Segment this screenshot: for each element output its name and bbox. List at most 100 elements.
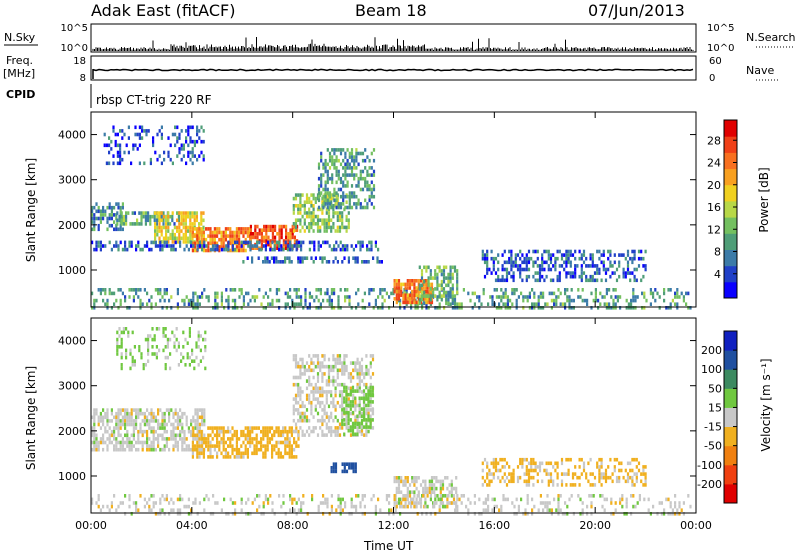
echo-cell [278,494,281,498]
echo-cell [171,214,174,219]
echo-cell [269,302,272,306]
echo-cell [353,158,356,163]
echo-cell [185,161,188,166]
echo-cell [341,361,344,365]
echo-cell [493,288,496,292]
echo-cell [397,476,401,480]
echo-cell [406,486,409,491]
echo-cell [334,462,338,466]
echo-cell [355,155,358,159]
echo-cell [161,437,164,441]
echo-cell [211,455,214,459]
echo-cell [205,248,208,253]
echo-cell [548,508,551,512]
beam-label: Beam 18 [355,1,427,20]
echo-cell [618,260,621,265]
echo-cell [216,451,219,456]
echo-cell [321,222,324,226]
nsearch-tick-bottom: 10^0 [707,43,734,54]
echo-cell [110,247,113,252]
echo-cell [93,444,96,448]
echo-cell [618,253,621,257]
echo-cell [338,433,342,437]
echo-cell [347,421,350,426]
echo-cell [178,211,181,215]
echo-cell [637,264,641,268]
echo-cell [419,279,423,283]
echo-cell [547,483,550,487]
echo-cell [113,433,116,438]
echo-cell [183,504,186,509]
echo-cell [532,475,535,480]
echo-cell [165,236,168,241]
echo-cell [337,497,340,502]
echo-cell [422,286,425,290]
echo-cell [506,295,509,299]
echo-cell [154,302,157,306]
echo-cell [337,158,340,163]
echo-cell [185,447,188,452]
echo-cell [182,355,185,360]
echo-cell [321,196,324,201]
echo-cell [503,278,506,283]
echo-cell [652,295,655,299]
echo-cell [533,295,536,299]
echo-cell [438,302,441,306]
echo-cell [335,205,338,210]
echo-cell [545,249,548,254]
echo-cell [363,504,366,509]
echo-cell [450,490,453,494]
echo-cell [172,433,175,438]
echo-cell [146,429,149,434]
echo-cell [447,297,450,302]
echo-cell [345,225,348,230]
echo-cell [430,486,434,491]
echo-cell [448,501,451,505]
echo-cell [369,414,372,419]
echo-cell [116,330,119,335]
echo-cell [311,295,314,299]
echo-cell [346,173,349,177]
echo-cell [249,240,252,245]
echo-cell [216,247,219,252]
echo-cell [371,357,375,362]
echo-cell [565,253,568,257]
echo-cell [209,455,212,459]
echo-cell [234,512,237,516]
echo-cell [321,260,324,264]
echo-cell [341,408,344,412]
echo-cell [554,264,557,268]
echo-cell [299,222,302,226]
echo-cell [170,295,173,299]
echo-cell [511,291,514,296]
freq-tick-top: 18 [73,56,86,67]
echo-cell [126,411,129,416]
echo-cell [320,191,323,195]
echo-cell [279,455,282,459]
echo-cell [292,404,295,409]
echo-cell [140,222,143,226]
echo-cell [352,397,355,401]
echo-cell [179,419,182,423]
echo-cell [99,415,102,420]
echo-cell [656,512,659,516]
echo-cell [347,397,350,401]
echo-cell [347,410,350,415]
echo-cell [161,419,164,423]
echo-cell [260,429,263,434]
echo-cell [211,230,214,235]
echo-cell [512,472,515,476]
echo-cell [115,422,118,427]
echo-cell [312,386,315,391]
echo-cell [626,260,630,265]
echo-cell [434,276,437,280]
echo-cell [334,469,338,474]
echo-cell [182,345,185,349]
echo-cell [95,411,98,416]
echo-cell [128,244,131,248]
echo-cell [225,298,228,303]
echo-cell [557,501,560,505]
echo-cell [429,494,432,498]
echo-cell [633,267,636,272]
